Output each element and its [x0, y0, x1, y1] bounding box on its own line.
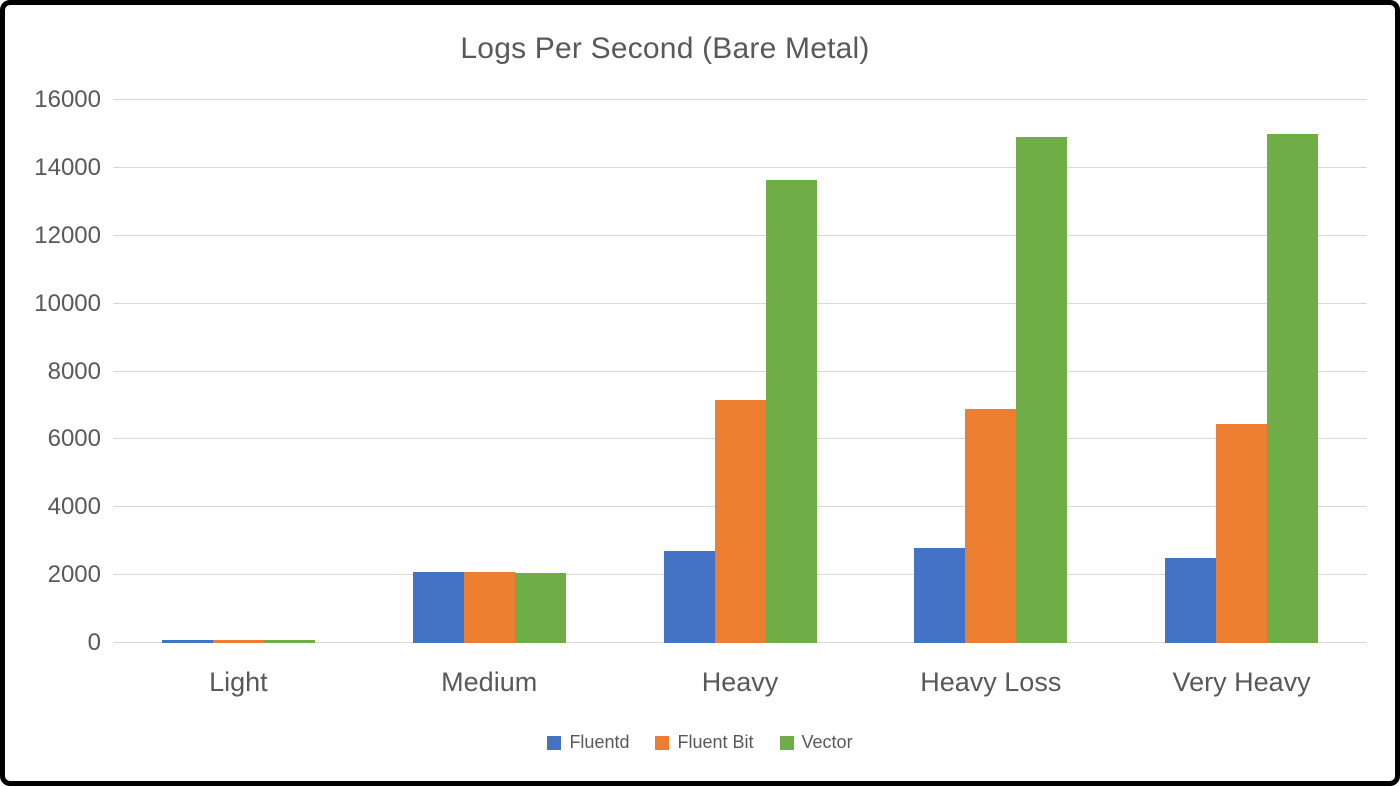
y-tick-label-0: 0	[87, 629, 101, 656]
legend-swatch-vector	[779, 735, 794, 750]
bar-vector-very-heavy	[1267, 133, 1319, 643]
bar-fluentd-light	[161, 639, 213, 643]
legend-label-vector: Vector	[801, 732, 853, 752]
y-tick-label-10000: 10000	[34, 289, 101, 317]
x-tick-label-heavy-loss: Heavy Loss	[920, 667, 1062, 697]
gridline-14000	[113, 166, 1367, 168]
legend-swatch-fluentd	[547, 735, 562, 750]
x-tick-label-medium: Medium	[441, 667, 538, 697]
legend-item-fluent-bit: Fluent Bit	[655, 732, 754, 753]
bar-vector-light	[263, 639, 315, 643]
legend-item-vector: Vector	[779, 732, 853, 753]
gridline-10000	[113, 302, 1367, 304]
bar-fluentd-very-heavy	[1165, 558, 1217, 643]
legend-label-fluentd: Fluentd	[569, 732, 630, 752]
legend: Fluentd Fluent Bit Vector	[5, 732, 1395, 753]
x-tick-label-heavy: Heavy	[701, 667, 779, 697]
y-tick-label-8000: 8000	[47, 357, 101, 385]
bar-fluent-bit-very-heavy	[1216, 424, 1268, 643]
bar-vector-heavy	[765, 179, 817, 643]
y-tick-label-12000: 12000	[34, 221, 101, 249]
bar-fluent-bit-heavy-loss	[965, 408, 1017, 643]
legend-label-fluent-bit: Fluent Bit	[677, 732, 754, 752]
legend-item-fluentd: Fluentd	[547, 732, 629, 753]
legend-swatch-fluent-bit	[655, 735, 670, 750]
y-tick-label-16000: 16000	[34, 86, 101, 113]
gridline-8000	[113, 370, 1367, 372]
gridline-16000	[113, 99, 1367, 100]
bar-fluent-bit-light	[212, 639, 264, 643]
bar-fluentd-heavy	[663, 551, 715, 643]
y-axis: 0 2000 4000 6000 8000 10000 12000 14000 16000	[5, 86, 101, 656]
bar-vector-heavy-loss	[1016, 137, 1068, 643]
bar-fluent-bit-heavy	[714, 400, 766, 643]
bar-fluentd-medium	[412, 571, 464, 643]
x-tick-label-very-heavy: Very Heavy	[1172, 667, 1311, 697]
x-tick-label-light: Light	[209, 667, 268, 697]
x-axis: Light Medium Heavy Heavy Loss Very Heavy	[113, 667, 1367, 707]
y-tick-label-2000: 2000	[47, 561, 101, 589]
gridline-12000	[113, 234, 1367, 236]
chart-title: Logs Per Second (Bare Metal)	[460, 32, 870, 65]
bar-fluent-bit-medium	[463, 571, 515, 643]
plot-area	[113, 99, 1367, 643]
bar-fluentd-heavy-loss	[914, 547, 966, 643]
bar-vector-medium	[514, 573, 566, 643]
y-tick-label-4000: 4000	[47, 493, 101, 521]
y-tick-label-6000: 6000	[47, 425, 101, 453]
y-tick-label-14000: 14000	[34, 153, 101, 181]
